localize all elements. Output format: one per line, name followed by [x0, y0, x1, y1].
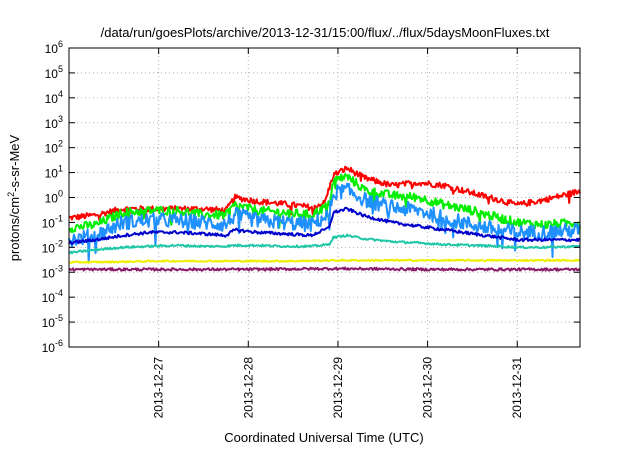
y-tick-label: 10-6 — [42, 338, 63, 355]
x-axis-ticks: 2013-12-27 2013-12-28 2013-12-29 2013-12-30… — [152, 48, 524, 419]
y-tick-label: 102 — [45, 139, 63, 156]
y-tick-label: 10-1 — [42, 213, 63, 230]
x-axis-label: Coordinated Universal Time (UTC) — [224, 430, 423, 445]
y-tick-label: 105 — [45, 64, 63, 81]
series-line-6 — [68, 258, 581, 264]
y-tick-label: 10-2 — [42, 238, 63, 255]
x-tick-label: 2013-12-27 — [152, 357, 166, 419]
y-tick-label: 103 — [45, 114, 63, 131]
y-axis-ticks: 10-6 10-5 10-4 10-3 10-2 10-1 100 101 102 103 104 1… — [42, 39, 580, 355]
series-line-5 — [68, 233, 581, 255]
y-tick-label: 10-3 — [42, 263, 63, 280]
y-tick-label: 101 — [45, 164, 63, 181]
y-axis-label-suffix: -s-sr-MeV — [7, 134, 22, 191]
series-line-4 — [68, 206, 581, 245]
grid-lines — [69, 48, 580, 347]
series-line-2 — [68, 173, 581, 235]
y-tick-label: 106 — [45, 39, 63, 56]
series-line-7 — [68, 266, 581, 272]
y-axis-label: protons/cm2-s-sr-MeV — [6, 134, 22, 261]
y-tick-label: 100 — [45, 189, 63, 206]
chart-title: /data/run/goesPlots/archive/2013-12-31/1… — [101, 25, 550, 40]
x-tick-label: 2013-12-29 — [331, 357, 345, 419]
y-axis-label-prefix: protons/cm — [7, 197, 22, 261]
x-tick-label: 2013-12-31 — [510, 357, 524, 419]
x-tick-label: 2013-12-28 — [241, 357, 255, 419]
series-line-3 — [68, 182, 581, 263]
x-tick-label: 2013-12-30 — [421, 357, 435, 419]
y-tick-label: 104 — [45, 89, 63, 106]
series-layer — [68, 165, 581, 272]
y-tick-label: 10-5 — [42, 313, 63, 330]
y-tick-label: 10-4 — [42, 288, 63, 305]
y-axis-label-superscript: 2 — [6, 192, 16, 197]
